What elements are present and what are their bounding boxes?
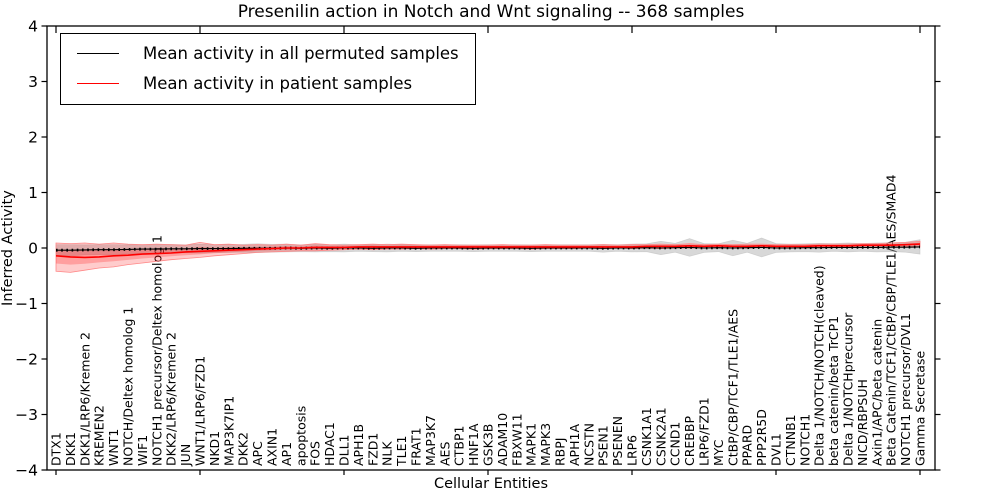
permuted-mean-line-markers bbox=[56, 245, 921, 252]
x-category-label: MYC bbox=[711, 439, 726, 466]
x-category-label: NICD/RBPSUH bbox=[855, 379, 870, 466]
x-category-label: apoptosis bbox=[293, 406, 308, 466]
legend-label-permuted: Mean activity in all permuted samples bbox=[143, 43, 459, 63]
x-category-label: NOTCH1 precursor/Deltex homolog 1 bbox=[149, 235, 164, 466]
x-category-label: DLL1 bbox=[337, 434, 352, 466]
x-category-label: APH1A bbox=[567, 424, 582, 466]
x-category-label: PSEN1 bbox=[596, 425, 611, 466]
x-category-label: WNT1 bbox=[106, 429, 121, 466]
x-category-label: WNT1/LRP6/FZD1 bbox=[193, 356, 208, 466]
x-category-label: FRAT1 bbox=[409, 427, 424, 466]
x-category-label: HNF1A bbox=[466, 423, 481, 466]
x-category-label: MAP3K7IP1 bbox=[221, 396, 236, 466]
x-category-label: NLK bbox=[380, 441, 395, 466]
y-tick-label: −1 bbox=[15, 295, 38, 313]
x-category-label: CSNK2A1 bbox=[653, 407, 668, 466]
x-category-label: FZD1 bbox=[365, 433, 380, 466]
x-category-label: JUN bbox=[178, 444, 193, 467]
x-category-label: RBPJ bbox=[553, 438, 568, 467]
x-category-label: PPP2R5D bbox=[754, 409, 769, 466]
x-category-label: Delta 1/NOTCH/NOTCH(cleaved) bbox=[812, 265, 827, 466]
y-tick-label: −2 bbox=[15, 351, 38, 369]
legend-item-permuted: Mean activity in all permuted samples bbox=[73, 38, 459, 68]
y-tick-label: −4 bbox=[15, 462, 38, 480]
x-category-label: DVL1 bbox=[769, 433, 784, 466]
x-category-label: APC bbox=[250, 441, 265, 466]
y-tick-label: −3 bbox=[15, 406, 38, 424]
y-tick-label: 4 bbox=[28, 18, 38, 36]
patient-mean-line bbox=[55, 243, 921, 259]
y-tick-label: 2 bbox=[28, 129, 38, 147]
x-category-label: Beta Catenin/TCF1/CtBP/CBP/TLE1/AES/SMAD… bbox=[884, 175, 899, 466]
x-category-label: CTBP1 bbox=[452, 426, 467, 466]
x-category-label: WIF1 bbox=[135, 435, 150, 466]
y-axis-label: Inferred Activity bbox=[0, 190, 16, 306]
chart-title: Presenilin action in Notch and Wnt signa… bbox=[237, 2, 745, 22]
patient-line-swatch bbox=[77, 82, 119, 84]
x-category-label: Delta 1/NOTCHprecursor bbox=[841, 312, 856, 466]
x-category-label: DTX1 bbox=[49, 432, 64, 466]
x-category-label: AES bbox=[437, 442, 452, 466]
x-category-label: KREMEN2 bbox=[92, 405, 107, 466]
x-category-label: CtBP/CBP/TCF1/TLE1/AES bbox=[725, 309, 740, 466]
x-category-label: NOTCH1 precursor/DVL1 bbox=[898, 313, 913, 466]
x-category-label: MAPK1 bbox=[524, 423, 539, 466]
x-category-label: PPARD bbox=[740, 425, 755, 466]
x-category-label: NOTCH/Deltex homolog 1 bbox=[121, 307, 136, 466]
x-category-label: MAPK3 bbox=[538, 423, 553, 466]
permuted-line-swatch bbox=[77, 52, 119, 54]
x-category-label: NOTCH1 bbox=[797, 414, 812, 466]
x-category-label: NKD1 bbox=[207, 431, 222, 466]
x-category-label: Gamma Secretase bbox=[913, 351, 928, 466]
x-category-label: AXIN1 bbox=[265, 428, 280, 466]
x-category-label: DKK2/LRP6/Kremen 2 bbox=[164, 332, 179, 466]
x-category-label: beta catenin/beta TrCP1 bbox=[826, 316, 841, 466]
y-tick-label: 3 bbox=[28, 73, 38, 91]
x-category-label: CREBBP bbox=[682, 416, 697, 466]
x-category-label: AP1 bbox=[279, 442, 294, 466]
x-category-label: FOS bbox=[308, 441, 323, 466]
legend: Mean activity in all permuted samples Me… bbox=[60, 33, 476, 105]
x-category-label: DKK1/LRP6/Kremen 2 bbox=[77, 332, 92, 466]
x-category-label: LRP6/FZD1 bbox=[697, 397, 712, 466]
y-tick-label: 1 bbox=[28, 184, 38, 202]
x-axis-label: Cellular Entities bbox=[433, 476, 549, 492]
x-category-label: DKK2 bbox=[236, 432, 251, 466]
x-category-label: PSENEN bbox=[610, 416, 625, 466]
x-category-label: LRP6 bbox=[625, 435, 640, 466]
x-category-label: CTNNB1 bbox=[783, 414, 798, 466]
x-category-label: Axin1/APC/beta catenin bbox=[869, 319, 884, 466]
x-category-label: ADAM10 bbox=[495, 413, 510, 466]
legend-label-patient: Mean activity in patient samples bbox=[143, 73, 413, 93]
x-category-label: GSK3B bbox=[481, 424, 496, 466]
x-category-label: TLE1 bbox=[394, 436, 409, 467]
y-tick-label: 0 bbox=[28, 240, 38, 258]
x-category-label: NCSTN bbox=[581, 423, 596, 466]
legend-item-patient: Mean activity in patient samples bbox=[73, 68, 459, 98]
x-category-label: HDAC1 bbox=[322, 422, 337, 466]
x-category-label: APH1B bbox=[351, 424, 366, 466]
x-category-label: FBXW11 bbox=[509, 413, 524, 466]
x-category-label: MAP3K7 bbox=[423, 415, 438, 466]
x-category-label: CCND1 bbox=[668, 422, 683, 466]
x-category-label: CSNK1A1 bbox=[639, 407, 654, 466]
x-category-label: DKK1 bbox=[63, 432, 78, 466]
